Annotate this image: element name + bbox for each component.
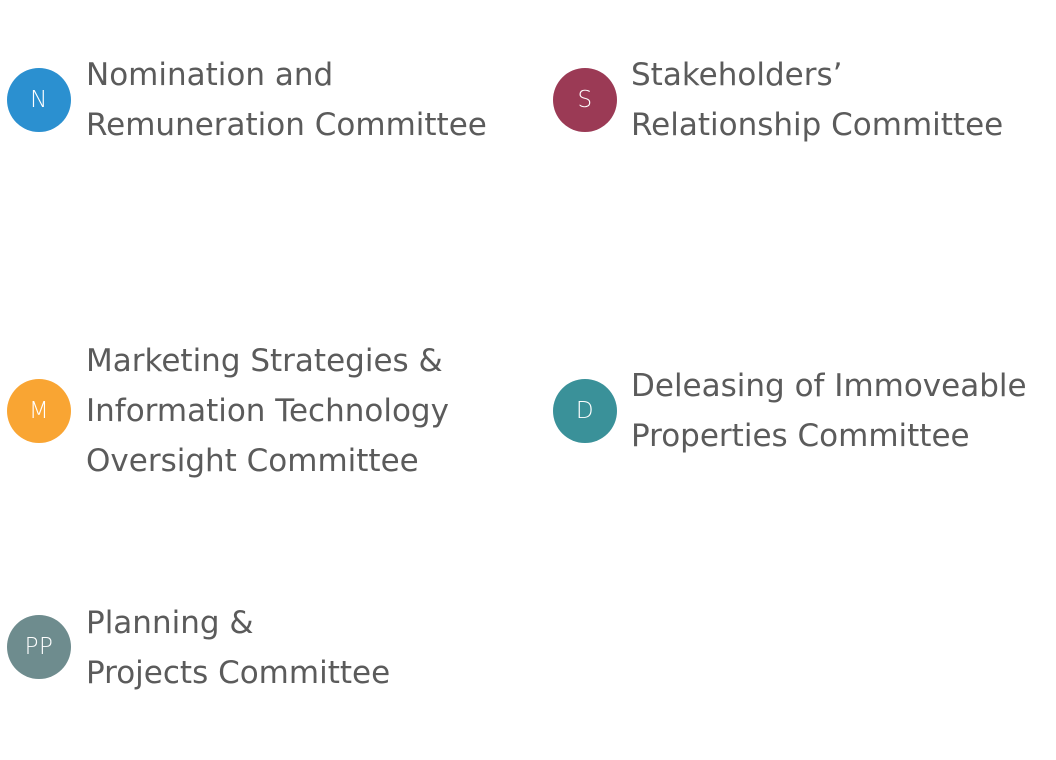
- committee-badge-d: D: [553, 379, 617, 443]
- committee-name: Deleasing of Immoveable Properties Commi…: [631, 361, 1027, 461]
- committee-name-line: Deleasing of Immoveable: [631, 368, 1027, 404]
- committee-name-line: Information Technology: [86, 393, 449, 429]
- committee-name-line: Stakeholders’: [631, 57, 843, 93]
- committee-name: Marketing Strategies & Information Techn…: [86, 336, 449, 486]
- committee-name-line: Projects Committee: [86, 655, 391, 691]
- committee-badge-n: N: [7, 68, 71, 132]
- committee-name-line: Marketing Strategies &: [86, 343, 443, 379]
- committee-name-line: Remuneration Committee: [86, 107, 487, 143]
- committee-badge-s: S: [553, 68, 617, 132]
- committee-name: Planning & Projects Committee: [86, 598, 390, 698]
- committee-name-line: Planning &: [86, 605, 254, 641]
- committee-badge-m: M: [7, 379, 71, 443]
- committee-name: Nomination and Remuneration Committee: [86, 50, 487, 150]
- committee-badge-pp: PP: [7, 615, 71, 679]
- committee-name-line: Nomination and: [86, 57, 334, 93]
- committee-name: Stakeholders’ Relationship Committee: [631, 50, 1003, 150]
- committee-name-line: Properties Committee: [631, 418, 970, 454]
- committee-name-line: Relationship Committee: [631, 107, 1004, 143]
- committee-name-line: Oversight Committee: [86, 443, 419, 479]
